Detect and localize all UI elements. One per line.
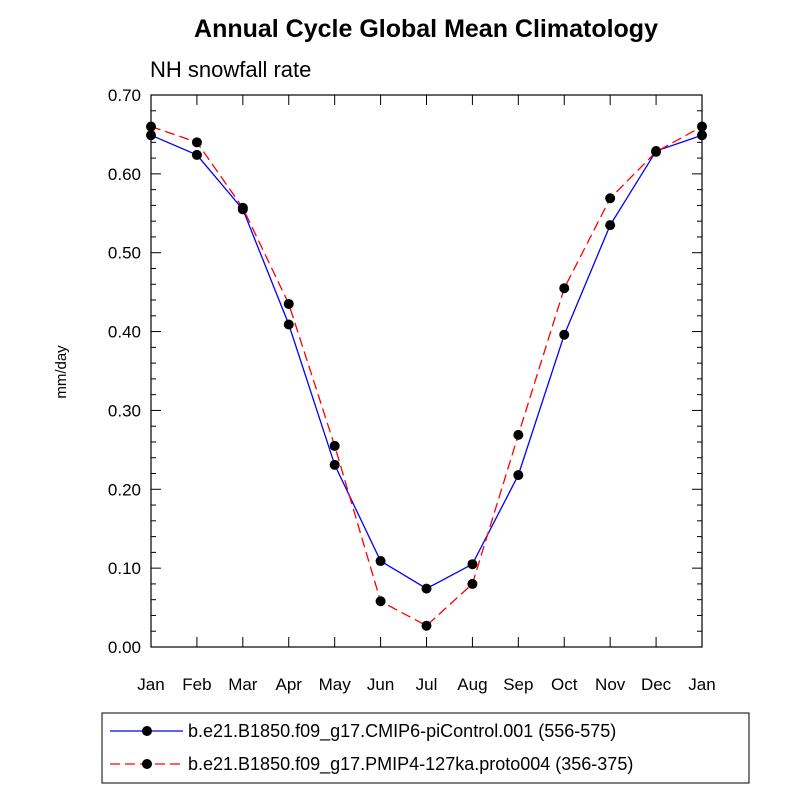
legend-label: b.e21.B1850.f09_g17.CMIP6-piControl.001 …	[188, 721, 616, 742]
y-tick-label: 0.60	[108, 165, 141, 184]
data-point	[697, 121, 707, 132]
data-point	[605, 193, 616, 204]
data-point	[559, 329, 570, 340]
legend: b.e21.B1850.f09_g17.CMIP6-piControl.001 …	[101, 712, 750, 784]
data-point	[375, 556, 386, 567]
x-axis-ticks: Jan Feb Mar Apr May Jun Jul Aug Sep Oct Nov Dec Jan	[137, 95, 716, 694]
data-point	[559, 283, 570, 294]
y-tick-label: 0.10	[108, 559, 141, 578]
series-line	[150, 134, 703, 590]
x-tick-label: Feb	[182, 675, 211, 694]
y-tick-label: 0.70	[108, 86, 141, 105]
data-point	[329, 459, 340, 470]
y-tick-label: 0.40	[108, 323, 141, 342]
x-tick-label: Dec	[641, 675, 672, 694]
data-point	[146, 121, 156, 132]
data-point	[605, 220, 616, 231]
data-point	[191, 149, 202, 160]
data-point	[651, 146, 662, 157]
x-tick-label: Jul	[416, 675, 438, 694]
data-point	[467, 578, 478, 589]
chart-title: Annual Cycle Global Mean Climatology	[194, 15, 658, 43]
x-tick-label: Oct	[551, 675, 578, 694]
x-tick-label: Nov	[595, 675, 626, 694]
x-tick-label: May	[319, 675, 352, 694]
data-point	[283, 298, 294, 309]
data-point	[513, 470, 524, 481]
x-tick-label: Apr	[276, 675, 303, 694]
plot-border	[150, 94, 703, 648]
data-point	[237, 202, 248, 213]
y-axis-ticks: 0.00 0.10 0.20 0.30 0.40 0.50 0.60 0.70	[108, 86, 702, 657]
y-tick-label: 0.20	[108, 480, 141, 499]
legend-item: b.e21.B1850.f09_g17.PMIP4-127ka.proto004…	[110, 754, 633, 775]
series-1	[146, 130, 707, 594]
data-point	[513, 429, 524, 440]
legend-box	[101, 712, 750, 784]
series-layer	[146, 121, 707, 631]
data-point	[421, 583, 432, 594]
data-point	[467, 559, 478, 570]
x-tick-label: Jun	[367, 675, 394, 694]
data-point	[375, 596, 386, 607]
data-point	[146, 130, 156, 141]
series-line	[150, 125, 703, 627]
chart-subtitle: NH snowfall rate	[150, 57, 311, 82]
x-tick-label: Jan	[137, 675, 164, 694]
series-2	[146, 121, 707, 631]
y-tick-label: 0.50	[108, 244, 141, 263]
legend-marker	[142, 726, 152, 736]
data-point	[283, 319, 294, 330]
legend-label: b.e21.B1850.f09_g17.PMIP4-127ka.proto004…	[188, 754, 633, 775]
x-tick-label: Sep	[503, 675, 533, 694]
x-tick-label: Aug	[457, 675, 487, 694]
data-point	[191, 137, 202, 148]
x-tick-label: Mar	[228, 675, 258, 694]
y-tick-label: 0.00	[108, 638, 141, 657]
legend-item: b.e21.B1850.f09_g17.CMIP6-piControl.001 …	[110, 721, 616, 742]
y-tick-label: 0.30	[108, 401, 141, 420]
data-point	[697, 130, 707, 141]
data-point	[329, 440, 340, 451]
plot-frame	[150, 94, 703, 648]
legend-marker	[142, 759, 152, 769]
y-axis-label: mm/day	[53, 345, 70, 399]
x-tick-label: Jan	[688, 675, 715, 694]
data-point	[421, 620, 432, 631]
